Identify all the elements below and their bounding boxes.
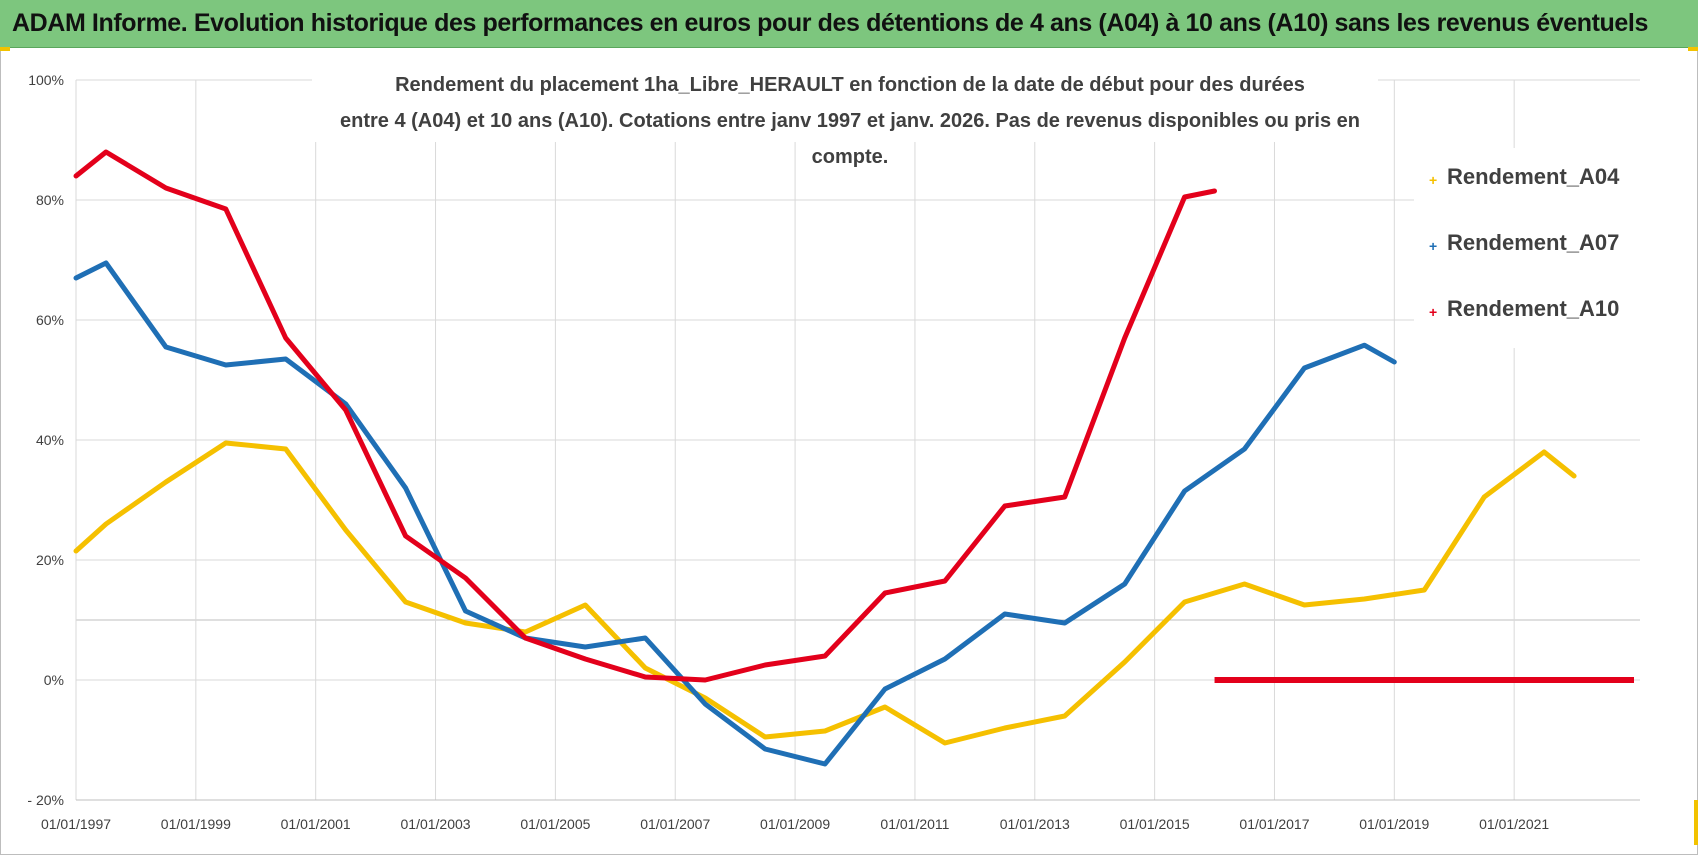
- y-tick-label: 0%: [44, 672, 64, 688]
- y-tick-label: 40%: [36, 432, 64, 448]
- legend-label-a10: Rendement_A10: [1447, 296, 1620, 321]
- legend-label-a07: Rendement_A07: [1447, 230, 1620, 255]
- banner-title: ADAM Informe. Evolution historique des p…: [12, 9, 1648, 37]
- legend: + Rendement_A04 + Rendement_A07 + Rendem…: [1405, 160, 1625, 358]
- x-tick-label: 01/01/1997: [41, 816, 111, 832]
- chart-title-line-1: Rendement du placement 1ha_Libre_HERAULT…: [395, 74, 1305, 96]
- legend-item-a10: + Rendement_A10: [1405, 292, 1625, 358]
- legend-item-a04: + Rendement_A04: [1405, 160, 1625, 226]
- y-tick-label: 80%: [36, 192, 64, 208]
- legend-marker-a10: +: [1429, 304, 1438, 320]
- y-tick-label: - 20%: [27, 792, 64, 808]
- x-tick-label: 01/01/2017: [1239, 816, 1309, 832]
- x-tick-label: 01/01/1999: [161, 816, 231, 832]
- x-tick-label: 01/01/2015: [1120, 816, 1190, 832]
- legend-marker-a04: +: [1429, 172, 1438, 188]
- series-line-a07: [73, 260, 1397, 767]
- x-tick-label: 01/01/2011: [880, 816, 949, 832]
- legend-item-a07: + Rendement_A07: [1405, 226, 1625, 292]
- series-line-a04: [73, 440, 1577, 746]
- series-line-a10: [73, 149, 1217, 683]
- x-tick-label: 01/01/2009: [760, 816, 830, 832]
- legend-label-a04: Rendement_A04: [1447, 164, 1620, 189]
- x-tick-label: 01/01/2019: [1359, 816, 1429, 832]
- legend-backdrop: [1414, 148, 1644, 348]
- x-tick-label: 01/01/2005: [520, 816, 590, 832]
- corner-mark-top-left: [0, 47, 10, 51]
- y-tick-label: 100%: [28, 72, 64, 88]
- y-tick-label: 60%: [36, 312, 64, 328]
- header-banner: ADAM Informe. Evolution historique des p…: [0, 0, 1698, 48]
- y-tick-label: 20%: [36, 552, 64, 568]
- axis-ticks: 100% 80% 60% 40% 20% 0% - 20% 01/01/1997 01/01/1…: [27, 72, 1549, 832]
- chart-title-line-2: entre 4 (A04) et 10 ans (A10). Cotations…: [340, 110, 1360, 168]
- x-tick-label: 01/01/2021: [1479, 816, 1549, 832]
- gridlines: [75, 62, 1644, 801]
- legend-marker-a07: +: [1429, 238, 1438, 254]
- x-tick-label: 01/01/2007: [640, 816, 710, 832]
- corner-mark-bottom-right: [1694, 800, 1698, 845]
- x-tick-label: 01/01/2003: [401, 816, 471, 832]
- x-tick-label: 01/01/2001: [281, 816, 351, 832]
- x-tick-label: 01/01/2013: [1000, 816, 1070, 832]
- chart-title-backdrop: [312, 62, 1378, 142]
- chart-title: Rendement du placement 1ha_Libre_HERAULT…: [300, 67, 1400, 175]
- corner-mark-top-right: [1688, 47, 1698, 51]
- series-lines: [73, 149, 1635, 767]
